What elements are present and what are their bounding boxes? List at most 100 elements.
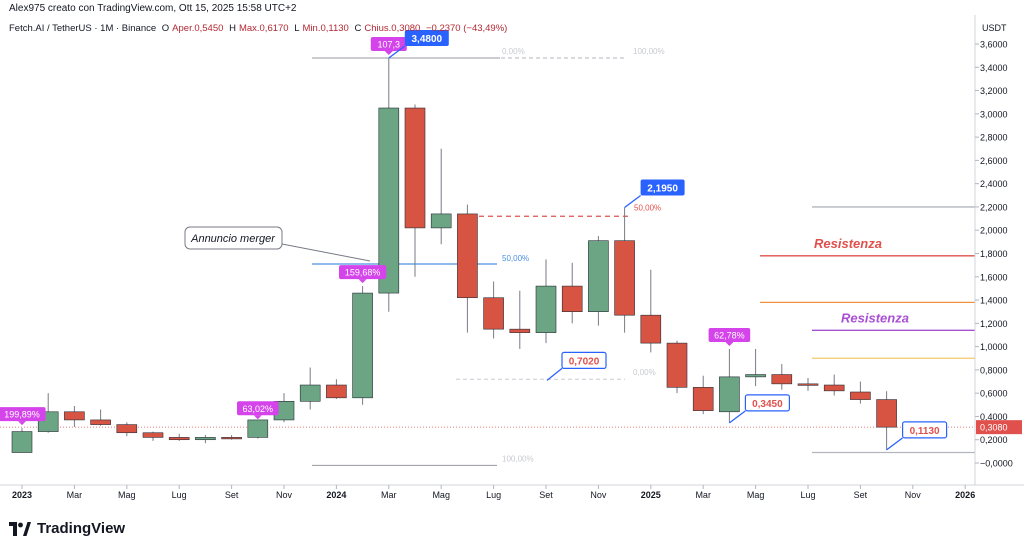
candle-body <box>378 107 400 294</box>
time-tick-label: Mar <box>695 490 711 500</box>
price-tick-label: 1,8000 <box>980 249 1008 259</box>
candle-body <box>745 374 766 378</box>
price-callout: 0,1130 <box>886 421 948 451</box>
candle-body <box>116 424 138 434</box>
time-tick-label: Nov <box>276 490 293 500</box>
candle-body <box>588 240 609 312</box>
price-callout-leader <box>729 410 746 424</box>
percent-badge-pointer <box>18 421 26 426</box>
candle-body <box>195 437 216 441</box>
time-tick-label: Mar <box>67 490 83 500</box>
price-callout: 2,1950 <box>624 179 685 209</box>
candle <box>483 281 504 339</box>
candle-body <box>247 419 269 438</box>
brand-name: TradingView <box>37 520 126 537</box>
candle <box>430 148 452 245</box>
price-tick-label: 2,2000 <box>980 202 1008 212</box>
time-tick-label: Lug <box>172 490 187 500</box>
candle-body <box>483 297 504 330</box>
price-axis[interactable]: 3,6000 3,4000 3,2000 3,0000 2,8000 2,6000 2,40… <box>974 15 1022 485</box>
price-callout-leader <box>886 437 903 451</box>
change-value: −0,2370 (−43,49%) <box>425 23 508 34</box>
candle <box>745 348 766 387</box>
time-tick-label: Set <box>854 490 868 500</box>
low-label: L <box>294 23 300 34</box>
resistance-label: Resistenza <box>841 311 909 326</box>
percent-badge: 63,02% <box>237 401 279 420</box>
candle-body <box>561 285 583 312</box>
price-tick-label: 2,8000 <box>980 133 1008 143</box>
percent-badge: 62,78% <box>708 327 751 346</box>
candle <box>352 286 373 405</box>
price-tick-label: 2,0000 <box>980 226 1008 236</box>
fib-label: 0,00% <box>633 368 656 377</box>
candle <box>692 375 714 415</box>
price-callout-box <box>404 29 449 46</box>
fib-label: 0,00% <box>502 47 525 56</box>
author-line: Alex975 creato con TradingView.com, Ott … <box>9 3 297 14</box>
currency-label: USDT <box>982 23 1007 33</box>
percent-badge: 159,68% <box>339 265 387 284</box>
price-callout-box <box>901 421 948 439</box>
candle-body <box>509 328 531 333</box>
percent-badge-box <box>339 265 387 280</box>
candle <box>823 374 845 396</box>
price-callout-leader <box>624 195 641 209</box>
time-tick-label: Nov <box>590 490 607 500</box>
time-tick-label: 2025 <box>641 490 661 500</box>
merger-annotation: Annuncio merger <box>184 226 371 262</box>
last-price-tag-box <box>976 420 1022 435</box>
symbol-label[interactable]: Fetch.AI / TetherUS · 1M · Binance <box>9 23 157 34</box>
candle <box>168 433 190 441</box>
percent-badge-pointer <box>384 50 393 55</box>
time-tick-label: Set <box>539 490 553 500</box>
price-tick-label: 1,2000 <box>980 319 1008 329</box>
candle <box>588 236 609 326</box>
candle-body <box>692 387 714 411</box>
candles-layer <box>11 57 897 453</box>
last-price-tag-text: 0,3080 <box>980 423 1008 433</box>
percent-badge-text: 63,02% <box>243 404 274 414</box>
price-tick-label: 2,4000 <box>980 179 1008 189</box>
candle-body <box>666 342 688 388</box>
time-axis[interactable]: 2023 Mar Mag Lug Set Nov 2024 Mar Mag Lug Set Nov 20… <box>0 484 1024 500</box>
merger-annotation-box <box>184 226 283 250</box>
time-tick-label: Mag <box>747 490 765 500</box>
time-tick-label: 2026 <box>955 490 975 500</box>
price-tick-label: 1,6000 <box>980 272 1008 282</box>
candle <box>299 367 321 410</box>
close-label: C <box>354 23 362 34</box>
high-value: Max.0,6170 <box>238 23 289 34</box>
price-callout-box <box>561 351 607 369</box>
percent-badge-pointer <box>358 279 367 284</box>
candle <box>116 422 138 437</box>
candle <box>719 348 740 423</box>
level-lines-layer: Resistenza Resistenza <box>0 206 975 454</box>
candle <box>11 428 33 453</box>
price-callout-text: 0,3450 <box>752 399 783 410</box>
candle <box>561 262 583 324</box>
price-callout-leader <box>546 367 563 381</box>
price-tick-label: 1,0000 <box>980 342 1008 352</box>
candle <box>850 381 871 404</box>
fib-label: 100,00% <box>502 454 534 463</box>
ohlc-legend: Fetch.AI / TetherUS · 1M · Binance O Aper… <box>9 23 510 34</box>
candle-body <box>404 107 426 229</box>
candle-body <box>221 437 242 440</box>
candle-body <box>614 240 635 316</box>
percent-badge-text: 199,89% <box>4 410 40 420</box>
candle <box>404 104 426 277</box>
time-tick-label: 2024 <box>326 490 346 500</box>
candle <box>221 435 242 440</box>
candle-body <box>326 384 347 399</box>
percent-badge-text: 62,78% <box>714 330 745 340</box>
candle-body <box>11 431 33 453</box>
price-tick-label: 3,0000 <box>980 109 1008 119</box>
candle <box>614 207 635 333</box>
percent-badge: 199,89% <box>0 407 46 426</box>
price-callout: 0,3450 <box>729 394 791 424</box>
percent-badge-box <box>0 407 46 422</box>
candle-body <box>64 411 85 421</box>
tradingview-logo[interactable]: TradingView <box>9 520 125 537</box>
